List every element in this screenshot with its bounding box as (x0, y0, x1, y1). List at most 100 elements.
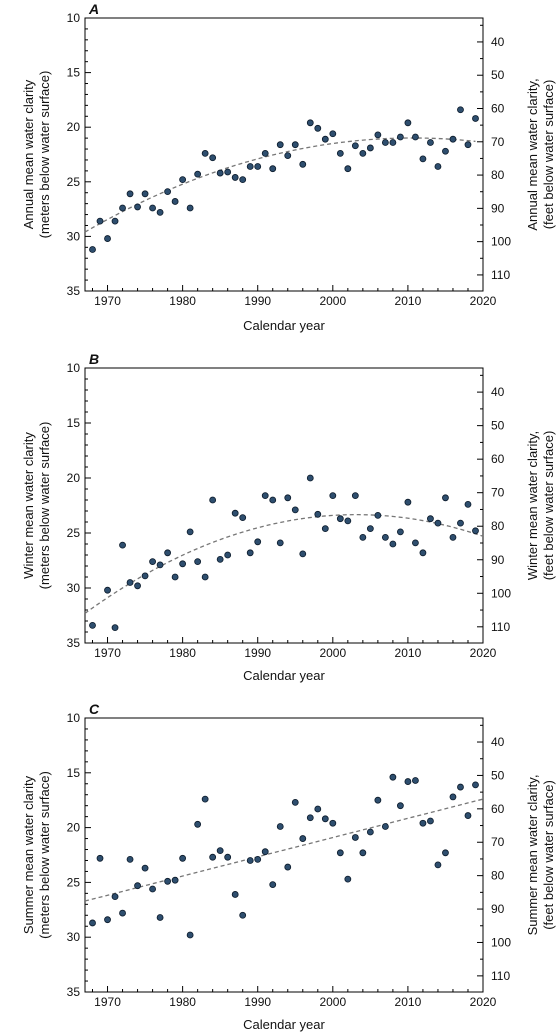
data-point (442, 494, 449, 502)
data-point (254, 538, 262, 546)
y-right-tick-label: 40 (491, 385, 505, 399)
data-point (134, 582, 141, 590)
data-point (381, 823, 389, 830)
data-point (412, 539, 419, 547)
y-left-tick-label: 20 (67, 821, 81, 835)
x-tick-label: 1980 (169, 294, 196, 308)
data-point (156, 914, 164, 921)
y-right-tick-label: 90 (491, 201, 505, 215)
data-point (419, 155, 427, 163)
y-right-tick-label: 60 (491, 102, 505, 116)
plot-frame (84, 17, 484, 292)
data-point (449, 135, 457, 143)
data-point (126, 855, 134, 863)
y-right-tick-label: 60 (491, 452, 505, 466)
data-point (284, 863, 292, 871)
data-point (351, 492, 359, 500)
y-left-tick-label: 25 (67, 175, 81, 189)
data-point (111, 624, 119, 631)
data-point (427, 817, 434, 825)
data-point (201, 573, 209, 581)
data-point (472, 527, 479, 535)
data-point (359, 534, 367, 541)
data-point (201, 795, 209, 803)
data-point (179, 560, 187, 568)
data-point (464, 812, 472, 819)
data-point (404, 119, 412, 127)
y-left-tick-label: 35 (67, 284, 81, 298)
data-point (209, 154, 217, 162)
data-point (389, 540, 397, 548)
data-point (261, 150, 269, 157)
data-point (306, 474, 314, 482)
data-point (276, 141, 284, 149)
data-point (194, 820, 202, 828)
data-point (231, 174, 239, 181)
y-right-tick-label: 80 (491, 519, 505, 533)
data-point (141, 572, 149, 580)
data-point (314, 124, 322, 132)
x-tick-label: 2020 (470, 646, 497, 660)
y-right-tick-label: 90 (491, 553, 505, 567)
data-point (291, 798, 299, 806)
data-point (276, 823, 284, 830)
data-point (111, 217, 119, 225)
y-right-tick-label: 80 (491, 869, 505, 883)
panel-label: B (89, 351, 99, 367)
x-tick-label: 1980 (169, 995, 196, 1009)
data-point (457, 519, 464, 527)
x-tick-label: 1970 (94, 294, 121, 308)
data-point (396, 133, 404, 141)
y-left-tick-label: 15 (67, 416, 81, 430)
data-point (419, 819, 427, 827)
x-tick-label: 1970 (94, 646, 121, 660)
y-right-tick-label: 70 (491, 835, 505, 849)
data-point (156, 561, 164, 569)
data-point (164, 549, 172, 557)
data-point (336, 150, 344, 157)
data-point (104, 916, 111, 924)
data-point (246, 163, 254, 170)
panel-label: A (88, 1, 99, 17)
data-point (239, 514, 247, 521)
y-right-tick-label: 50 (491, 419, 505, 433)
data-point (224, 853, 232, 861)
data-point (412, 777, 419, 784)
y-left-tick-label: 25 (67, 526, 81, 540)
data-point (374, 131, 382, 139)
data-point (389, 773, 397, 781)
data-point (89, 246, 96, 253)
y-right-axis-title: Winter mean water clarity,(feet below wa… (525, 431, 556, 581)
y-right-tick-label: 40 (491, 35, 505, 49)
x-tick-label: 2000 (319, 294, 346, 308)
data-point (164, 877, 172, 885)
plot-frame (84, 717, 484, 993)
data-point (374, 796, 382, 804)
y-right-axis-title-line: (feet below water surface) (541, 431, 556, 581)
data-point (389, 139, 397, 146)
data-point (449, 793, 457, 801)
data-point (126, 579, 134, 586)
data-point (96, 854, 104, 862)
data-point (351, 142, 359, 150)
x-axis-title: Calendar year (243, 1017, 325, 1032)
data-point (329, 492, 337, 500)
y-left-tick-label: 20 (67, 120, 81, 134)
y-left-tick-label: 10 (67, 361, 81, 375)
y-right-tick-label: 100 (491, 935, 511, 949)
data-point (419, 549, 427, 557)
data-point (89, 622, 96, 629)
data-point (149, 558, 156, 565)
y-right-axis-title-line: Winter mean water clarity, (525, 431, 540, 580)
data-point (306, 814, 314, 822)
data-point (209, 496, 217, 504)
data-point (119, 541, 126, 549)
data-point (231, 509, 239, 517)
y-right-tick-label: 110 (491, 268, 510, 282)
y-right-axis-title-line: Summer mean water clarity, (525, 775, 540, 936)
y-left-axis-title: Summer mean water clarity(meters below w… (21, 771, 52, 939)
data-point (291, 141, 299, 149)
data-point (457, 106, 464, 114)
data-point (149, 204, 156, 212)
